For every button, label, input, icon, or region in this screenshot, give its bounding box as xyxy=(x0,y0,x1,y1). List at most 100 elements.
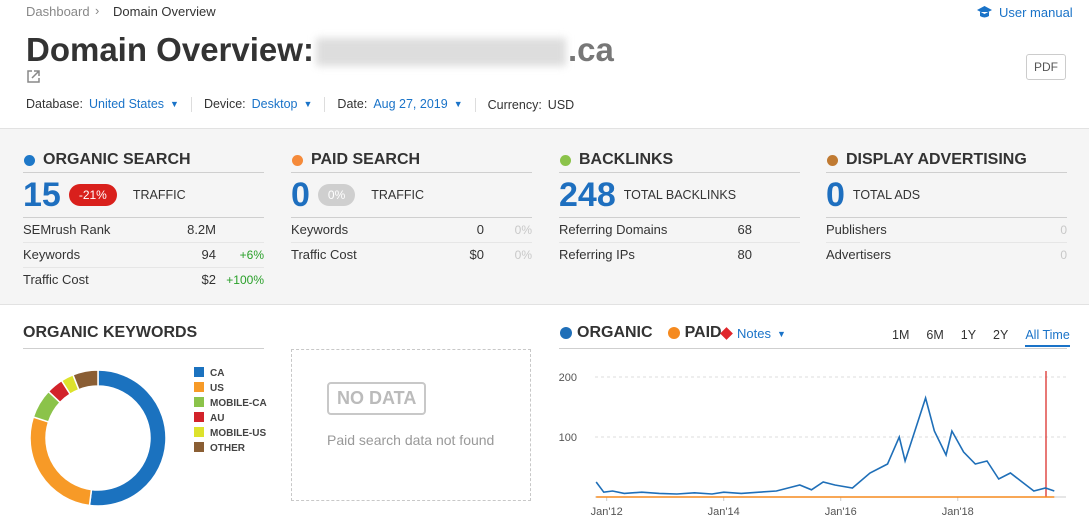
donut-slice xyxy=(88,369,167,507)
pdf-button[interactable]: PDF xyxy=(1026,54,1066,80)
row-change: 0% xyxy=(514,248,532,262)
domain-suffix: .ca xyxy=(568,31,614,68)
no-data-badge: NO DATA xyxy=(327,382,427,415)
dropdown-caret: ▼ xyxy=(170,99,179,109)
period-tab[interactable]: 1M xyxy=(892,328,910,342)
card-value: 248 xyxy=(559,175,616,214)
legend-swatch xyxy=(194,382,204,392)
row-value: 0 xyxy=(476,222,484,237)
row-label: Publishers xyxy=(826,222,887,237)
period-tab[interactable]: 2Y xyxy=(993,328,1009,342)
row-label: Keywords xyxy=(23,247,81,262)
x-tick-label: Jan'14 xyxy=(708,506,740,518)
card-row: Referring IPs 80 xyxy=(559,243,800,267)
card-row: Keywords 94 +6% xyxy=(23,243,264,268)
row-label: Traffic Cost xyxy=(291,247,357,262)
breadcrumb-home[interactable]: Dashboard xyxy=(26,4,90,19)
card-title-text: DISPLAY ADVERTISING xyxy=(846,151,1027,168)
legend-swatch xyxy=(194,397,204,407)
card-title: ORGANIC SEARCH xyxy=(23,148,264,173)
card-row: Keywords 0 0% xyxy=(291,218,532,243)
row-value: 80 xyxy=(737,247,752,262)
row-value: 68 xyxy=(737,222,752,237)
card-dot xyxy=(827,154,838,166)
legend-dot xyxy=(560,327,572,339)
row-change: 0 xyxy=(1060,223,1067,237)
trend-chart: 100 200 Jan'12 Jan'14 Jan'16 Jan'18 xyxy=(559,371,1066,518)
filter-value[interactable]: United States xyxy=(88,97,165,111)
card-title-text: ORGANIC SEARCH xyxy=(43,151,191,168)
summary-card: BACKLINKS 248 TOTAL BACKLINKS Referring Dom… xyxy=(559,148,800,267)
filters: Database: United States ▼ Device: Desktop ▼ Da… xyxy=(26,97,586,112)
row-value: 8.2M xyxy=(187,222,216,237)
card-value: 15 xyxy=(23,175,61,214)
filter-label: Database: xyxy=(26,97,83,111)
row-label: SEMrush Rank xyxy=(23,222,111,237)
divider xyxy=(23,348,264,349)
legend-swatch xyxy=(194,427,204,437)
card-title: DISPLAY ADVERTISING xyxy=(826,148,1067,173)
row-value: $2 xyxy=(201,272,216,287)
summary-card: PAID SEARCH 0 0% TRAFFIC Keywords 0 0% Traffic … xyxy=(291,148,532,267)
notes-toggle[interactable]: Notes ▼ xyxy=(720,326,786,341)
card-main: 248 TOTAL BACKLINKS xyxy=(559,173,800,218)
dropdown-caret: ▼ xyxy=(303,99,313,109)
user-manual-link[interactable]: User manual xyxy=(999,5,1073,20)
legend-label: US xyxy=(210,383,224,394)
summary-band xyxy=(0,128,1089,305)
legend-swatch xyxy=(194,442,204,452)
notes-icon xyxy=(720,327,733,340)
card-dot xyxy=(24,154,35,166)
filter-label: Device: xyxy=(203,97,246,111)
manual-icon xyxy=(977,6,992,18)
period-tab[interactable]: 6M xyxy=(926,328,944,342)
row-value: 94 xyxy=(201,247,216,262)
donut-slice xyxy=(71,369,99,391)
card-row: Advertisers 0 xyxy=(826,243,1067,267)
card-value: 0 xyxy=(291,175,310,214)
card-badge: -21% xyxy=(68,184,117,206)
x-tick-label: Jan'16 xyxy=(825,506,857,518)
filter: Device: Desktop ▼ xyxy=(190,97,324,112)
row-label: Keywords xyxy=(291,222,349,237)
card-value-label: TOTAL BACKLINKS xyxy=(623,188,737,202)
card-title: BACKLINKS xyxy=(559,148,800,173)
card-row: SEMrush Rank 8.2M xyxy=(23,218,264,243)
legend-swatch xyxy=(194,412,204,422)
legend-label: CA xyxy=(210,368,224,379)
filter-value[interactable]: Aug 27, 2019 xyxy=(373,97,448,111)
period-tab[interactable]: 1Y xyxy=(960,328,977,342)
row-change: +100% xyxy=(226,273,264,287)
breadcrumb-current: Domain Overview xyxy=(113,4,216,19)
filter: Database: United States ▼ xyxy=(26,97,191,112)
y-tick-label: 200 xyxy=(559,372,577,384)
no-data-box: NO DATA Paid search data not found xyxy=(291,349,531,501)
card-title-text: PAID SEARCH xyxy=(311,151,421,168)
card-row: Traffic Cost $2 +100% xyxy=(23,268,264,292)
card-dot xyxy=(292,154,303,166)
card-value-label: TRAFFIC xyxy=(132,188,186,202)
series-line xyxy=(595,395,1055,495)
legend-item: ORGANIC xyxy=(559,324,653,342)
legend-swatch xyxy=(194,367,204,377)
filter-value[interactable]: Desktop xyxy=(251,97,298,111)
y-tick-label: 100 xyxy=(559,432,577,444)
card-row: Traffic Cost $0 0% xyxy=(291,243,532,267)
row-label: Advertisers xyxy=(826,247,892,262)
row-label: Referring Domains xyxy=(559,222,668,237)
notes-label: Notes xyxy=(737,326,771,341)
trend-legend: ORGANIC PAID xyxy=(559,324,722,342)
period-tab[interactable]: All Time xyxy=(1025,328,1070,347)
external-link-icon[interactable] xyxy=(26,69,41,84)
legend-item: PAID xyxy=(667,324,722,342)
card-dot xyxy=(560,154,571,166)
row-change: 0% xyxy=(514,223,532,237)
legend-label: AU xyxy=(210,413,224,424)
page-title: Domain Overview: xyxy=(26,31,314,68)
legend-label: PAID xyxy=(684,324,722,341)
legend-label: MOBILE-CA xyxy=(210,398,267,409)
donut-chart: CA US MOBILE-CA AU MOBILE-US OTHER xyxy=(29,367,267,507)
row-label: Traffic Cost xyxy=(23,272,89,287)
filter-label: Currency: xyxy=(487,97,542,112)
card-badge: 0% xyxy=(317,184,356,206)
